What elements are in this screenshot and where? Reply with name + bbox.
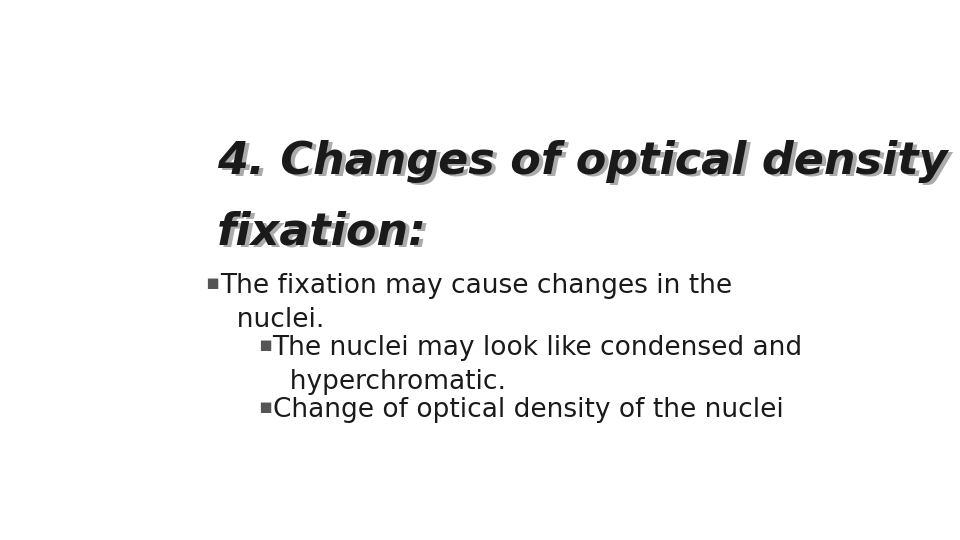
Text: The nuclei may look like condensed and: The nuclei may look like condensed and: [273, 335, 803, 361]
Text: hyperchromatic.: hyperchromatic.: [273, 369, 506, 395]
Text: Change of optical density of the nuclei: Change of optical density of the nuclei: [273, 397, 783, 423]
Text: ▪: ▪: [205, 273, 220, 293]
Text: 4. Changes of optical density by: 4. Changes of optical density by: [217, 140, 960, 183]
Text: ▪: ▪: [257, 397, 272, 417]
Text: fixation:: fixation:: [221, 213, 431, 256]
Text: 4. Changes of optical density by: 4. Changes of optical density by: [221, 142, 960, 185]
Text: nuclei.: nuclei.: [221, 307, 324, 333]
Text: fixation:: fixation:: [217, 210, 426, 253]
Text: The fixation may cause changes in the: The fixation may cause changes in the: [221, 273, 732, 299]
Text: ▪: ▪: [257, 335, 272, 355]
